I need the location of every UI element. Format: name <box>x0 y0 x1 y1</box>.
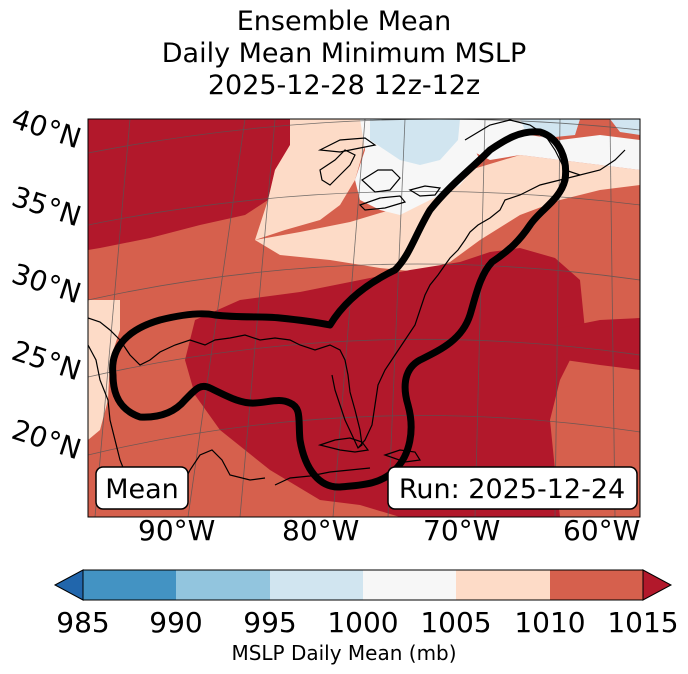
threshold-contour <box>109 128 570 491</box>
colorbar-tick-1000: 1000 <box>327 606 399 639</box>
field-gt1015-northwest <box>88 119 300 250</box>
gridline-lon-75 <box>387 119 406 517</box>
colorbar <box>53 569 673 601</box>
run-box: Run: 2025-12-24 <box>387 466 638 510</box>
lake-superior <box>317 137 377 153</box>
gridline-lon-70 <box>474 119 486 517</box>
field-990-995-ontario <box>370 119 460 165</box>
gridline-lat-40 <box>88 119 640 154</box>
gridline-lat-20 <box>88 415 640 456</box>
gridline-lat-35 <box>88 191 640 226</box>
gridline-lon-60 <box>609 119 616 517</box>
lon-label-70w: 70°W <box>423 514 501 547</box>
colorbar-tick-985: 985 <box>56 606 110 639</box>
colorbar-tick-1010: 1010 <box>514 606 586 639</box>
gridline-lon-65 <box>554 119 561 517</box>
mean-box: Mean <box>95 466 189 510</box>
run-box-label: Run: 2025-12-24 <box>399 474 625 505</box>
atlantic-coast <box>357 174 581 449</box>
colorbar-bin-1000-1005 <box>363 570 456 600</box>
title-line-3: 2025-12-28 12z-12z <box>207 70 481 101</box>
colorbar-label: MSLP Daily Mean (mb) <box>231 641 457 665</box>
colorbar-bin-995-1000 <box>270 570 363 600</box>
lake-erie <box>358 195 407 211</box>
colorbar-tick-995: 995 <box>243 606 297 639</box>
mean-box-label: Mean <box>105 474 179 505</box>
field-1000-1005-west <box>255 119 370 240</box>
colorbar-over-extension <box>642 569 673 601</box>
lake-ontario <box>408 185 442 197</box>
colorbar-tick-990: 990 <box>149 606 203 639</box>
field-gt1015-atlantic <box>550 318 640 370</box>
mean-box-frame <box>95 466 189 510</box>
title-line-1: Ensemble Mean <box>236 6 452 37</box>
lake-michigan <box>319 149 356 186</box>
lon-label-90w: 90°W <box>138 514 216 547</box>
st-lawrence-coast <box>464 119 626 176</box>
colorbar-bin-985-990 <box>83 570 176 600</box>
colorbar-bin-1010-1015 <box>550 570 643 600</box>
lake-huron <box>361 169 401 193</box>
run-box-frame <box>387 466 638 510</box>
colorbar-bin-990-995 <box>176 570 270 600</box>
lon-label-80w: 80°W <box>282 514 360 547</box>
field-990-995-far-northeast <box>610 119 640 135</box>
colorbar-frame <box>82 569 644 601</box>
gridline-lon-95 <box>94 119 131 517</box>
gridline-lon-80 <box>332 119 366 517</box>
cuba-coast <box>317 437 370 453</box>
colorbar-under-extension <box>53 569 84 601</box>
colorbar-tick-1015: 1015 <box>607 606 679 639</box>
title-line-2: Daily Mean Minimum MSLP <box>161 38 527 69</box>
map-frame <box>87 118 641 518</box>
colorbar-bin-1005-1010 <box>456 570 550 600</box>
gridline-lat-30 <box>88 263 640 301</box>
field-995-1000-northeast <box>455 119 640 170</box>
lon-label-60w: 60°W <box>563 514 641 547</box>
field-1000-1005-texas <box>88 300 120 440</box>
graticule <box>88 119 640 517</box>
colorbar-tick-1005: 1005 <box>420 606 492 639</box>
yucatan-coast <box>274 467 371 486</box>
gridline-lat-25 <box>88 338 640 378</box>
